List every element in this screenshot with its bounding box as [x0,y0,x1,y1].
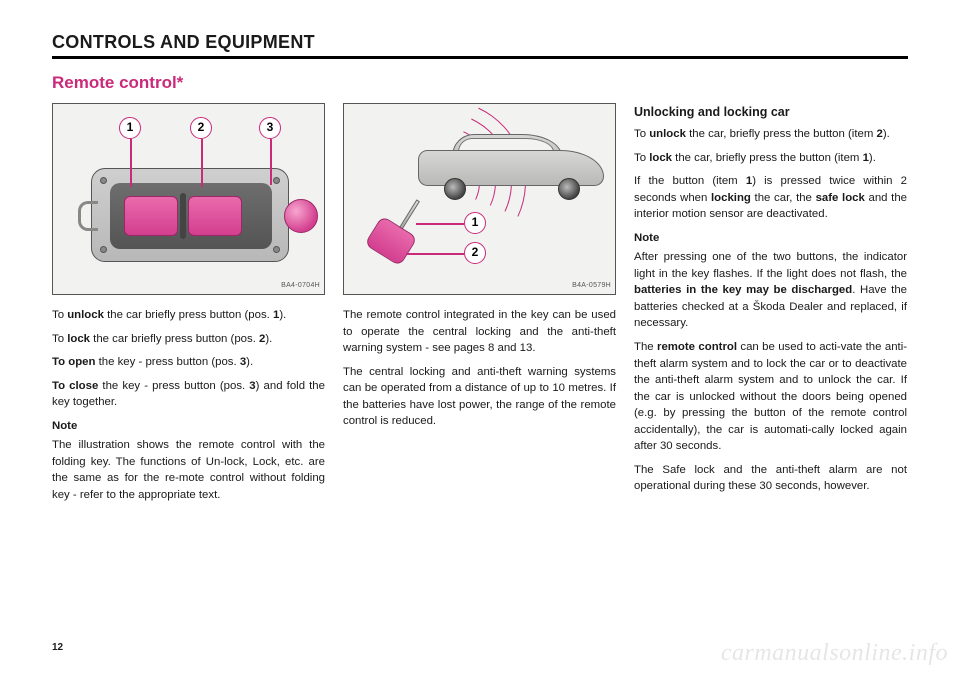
column-3: Unlocking and locking car To unlock the … [634,103,907,510]
wheel-icon [558,178,580,200]
key-head [364,215,418,266]
figure-code: BA4-0704H [281,281,320,291]
callout-lead [201,139,203,187]
paragraph: To lock the car, briefly press the butto… [634,150,907,167]
paragraph: The remote control can be used to acti-v… [634,339,907,455]
paragraph: The illustration shows the remote contro… [52,437,325,503]
paragraph: The central locking and anti-theft warni… [343,364,616,430]
callout-lead [130,139,132,187]
callout-3: 3 [259,117,281,139]
figure-car-remote: 1 2 B4A-0579H [343,103,616,295]
callout-2: 2 [190,117,212,139]
callout-1: 1 [119,117,141,139]
key-release-button-graphic [284,199,318,233]
paragraph: If the button (item 1) is pressed twice … [634,173,907,223]
key-ring-icon [78,201,98,231]
callout-1: 1 [464,212,486,234]
fob-button-panel [110,183,272,249]
button-divider [180,193,186,239]
key-fob-body [91,168,289,262]
figure-key-fob: 1 2 3 BA4-0704H [52,103,325,295]
screw-icon [273,177,280,184]
screw-icon [100,177,107,184]
callout-lead [270,139,272,185]
paragraph: To lock the car briefly press button (po… [52,331,325,348]
watermark: carmanualsonline.info [721,640,948,667]
screw-icon [100,246,107,253]
callout-2: 2 [464,242,486,264]
section-header: CONTROLS AND EQUIPMENT [52,32,908,59]
paragraph: The Safe lock and the anti-theft alarm a… [634,462,907,495]
callout-lead [416,223,464,225]
key-in-hand-graphic [366,212,452,278]
page-number: 12 [52,642,63,653]
paragraph: To close the key - press button (pos. 3)… [52,378,325,411]
note-heading: Note [634,230,907,247]
screw-icon [273,246,280,253]
paragraph: After pressing one of the two buttons, t… [634,249,907,332]
callout-lead [406,253,464,255]
paragraph: To unlock the car briefly press button (… [52,307,325,324]
unlock-button-graphic [124,196,178,236]
car-graphic [418,132,604,196]
lock-button-graphic [188,196,242,236]
note-heading: Note [52,418,325,435]
wheel-icon [444,178,466,200]
paragraph: To open the key - press button (pos. 3). [52,354,325,371]
column-1: 1 2 3 BA4-0704H To unlock the car briefl… [52,103,325,510]
paragraph: To unlock the car, briefly press the but… [634,126,907,143]
subheading: Unlocking and locking car [634,103,907,121]
manual-page: CONTROLS AND EQUIPMENT Remote control* [0,0,960,673]
content-columns: 1 2 3 BA4-0704H To unlock the car briefl… [52,103,908,510]
paragraph: The remote control integrated in the key… [343,307,616,357]
column-2: 1 2 B4A-0579H The remote control integra… [343,103,616,510]
topic-title: Remote control* [52,73,908,93]
figure-code: B4A-0579H [572,281,611,291]
